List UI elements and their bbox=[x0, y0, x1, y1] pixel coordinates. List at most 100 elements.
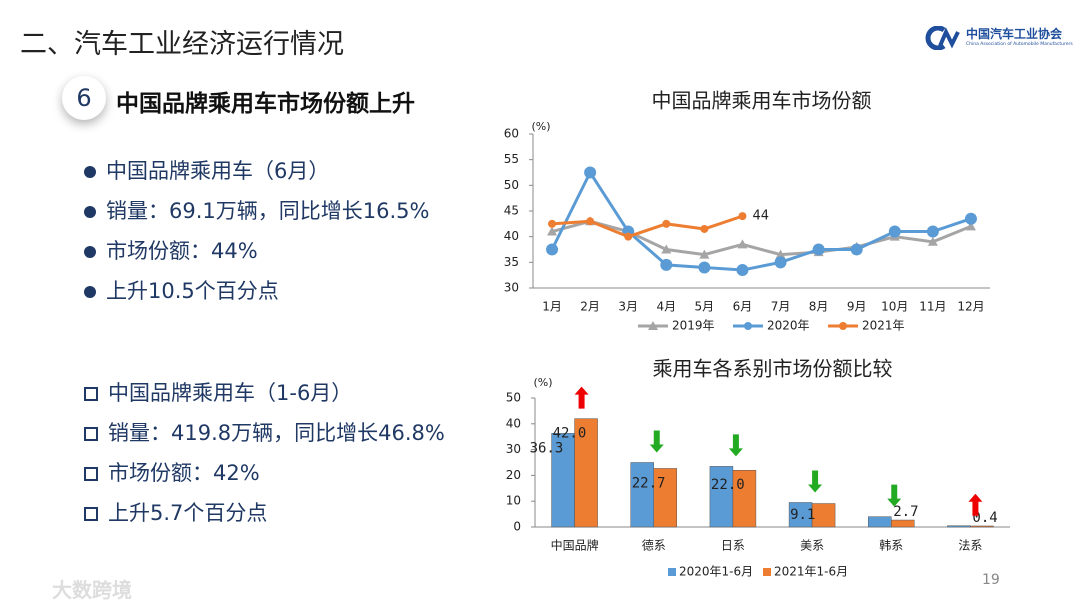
y-tick-label: 10 bbox=[506, 494, 521, 508]
bar bbox=[891, 519, 915, 528]
marker bbox=[965, 221, 976, 231]
marker bbox=[927, 236, 938, 246]
marker bbox=[775, 249, 786, 259]
marker bbox=[736, 264, 749, 277]
trend-arrow bbox=[808, 470, 823, 493]
x-tick-label: 12月 bbox=[957, 300, 984, 314]
marker bbox=[547, 226, 558, 236]
data-label: 2.7 bbox=[893, 504, 918, 520]
bullet-icon bbox=[84, 467, 98, 481]
chart-title: 乘用车各系别市场份额比较 bbox=[653, 357, 893, 381]
legend-marker bbox=[839, 322, 847, 330]
y-tick-label: 35 bbox=[504, 255, 519, 269]
trend-arrow bbox=[574, 386, 589, 409]
bullet-icon bbox=[84, 206, 96, 218]
x-tick-label: 日系 bbox=[721, 539, 745, 553]
x-tick-label: 9月 bbox=[847, 300, 867, 314]
marker bbox=[850, 243, 863, 256]
legend-swatch bbox=[668, 568, 676, 576]
x-tick-label: 10月 bbox=[881, 300, 908, 314]
bullet: 上升5.7个百分点 bbox=[84, 497, 267, 527]
marker bbox=[812, 243, 825, 256]
section-badge: 6 bbox=[62, 76, 106, 120]
legend-label: 2021年1-6月 bbox=[774, 565, 848, 579]
x-tick-label: 6月 bbox=[733, 300, 753, 314]
y-tick-label: 60 bbox=[504, 127, 519, 141]
y-axis-label: (%) bbox=[531, 120, 550, 133]
bullet-icon bbox=[84, 427, 98, 441]
y-tick-label: 40 bbox=[504, 229, 519, 243]
bullet: 销量：419.8万辆，同比增长46.8% bbox=[84, 417, 445, 447]
bullet: 中国品牌乘用车（6月） bbox=[84, 155, 329, 185]
x-tick-label: 韩系 bbox=[879, 538, 903, 553]
bar bbox=[709, 466, 734, 528]
x-tick-label: 8月 bbox=[809, 300, 829, 314]
y-tick-label: 20 bbox=[506, 468, 521, 482]
bar bbox=[574, 418, 598, 528]
data-label: 22.7 bbox=[632, 475, 666, 491]
line bbox=[551, 214, 743, 239]
y-tick-label: 50 bbox=[504, 178, 519, 192]
y-tick-label: 30 bbox=[506, 442, 521, 456]
slide-title: 二、汽车工业经济运行情况 bbox=[20, 29, 344, 60]
legend-marker bbox=[648, 321, 658, 330]
y-tick-label: 50 bbox=[506, 391, 521, 405]
bullet-icon bbox=[84, 286, 96, 298]
marker bbox=[926, 225, 939, 238]
x-tick-label: 4月 bbox=[656, 300, 676, 314]
bar bbox=[732, 469, 757, 528]
marker bbox=[586, 217, 595, 226]
bar bbox=[811, 503, 836, 528]
data-label: 44 bbox=[752, 209, 769, 224]
bullet-text: 中国品牌乘用车（1-6月） bbox=[108, 381, 353, 405]
data-label: 9.1 bbox=[790, 507, 815, 523]
marker bbox=[698, 261, 711, 274]
y-tick-label: 40 bbox=[506, 416, 521, 430]
marker bbox=[548, 219, 557, 228]
marker bbox=[661, 244, 672, 254]
trend-arrow bbox=[887, 484, 902, 507]
legend-label: 2020年 bbox=[767, 319, 810, 333]
marker bbox=[660, 258, 673, 271]
legend-swatch bbox=[763, 568, 771, 576]
marker bbox=[699, 249, 710, 259]
bar bbox=[947, 525, 971, 528]
marker bbox=[662, 219, 671, 228]
y-axis-label: (%) bbox=[533, 376, 552, 389]
bullet-text: 市场份额：44% bbox=[106, 239, 258, 263]
trend-arrow bbox=[728, 434, 743, 457]
x-tick-label: 美系 bbox=[800, 539, 824, 553]
bullet: 市场份额：42% bbox=[84, 457, 260, 487]
line bbox=[550, 169, 972, 272]
bullet: 上升10.5个百分点 bbox=[84, 275, 279, 305]
y-tick-label: 30 bbox=[504, 281, 519, 295]
bar bbox=[970, 525, 994, 528]
data-label: 36.3 bbox=[530, 440, 564, 456]
marker bbox=[700, 224, 709, 233]
logo-icon bbox=[925, 26, 960, 50]
y-tick-label: 55 bbox=[504, 152, 519, 166]
x-tick-label: 2月 bbox=[580, 300, 600, 314]
legend-label: 2021年 bbox=[862, 319, 905, 333]
bullet-text: 销量：419.8万辆，同比增长46.8% bbox=[108, 421, 445, 445]
bullet: 市场份额：44% bbox=[84, 235, 258, 265]
bar bbox=[653, 468, 677, 528]
bullet-icon bbox=[84, 246, 96, 258]
trend-arrow bbox=[649, 430, 664, 453]
bar bbox=[868, 516, 892, 528]
marker bbox=[738, 212, 747, 221]
line bbox=[551, 219, 972, 257]
bullet-text: 市场份额：42% bbox=[108, 461, 260, 485]
bullet: 销量：69.1万辆，同比增长16.5% bbox=[84, 195, 429, 225]
chart-title: 中国品牌乘用车市场份额 bbox=[652, 89, 872, 113]
data-label: 0.4 bbox=[972, 510, 997, 526]
page-number: 19 bbox=[982, 572, 1000, 588]
data-label: 22.0 bbox=[711, 477, 745, 493]
x-tick-label: 3月 bbox=[618, 300, 638, 314]
marker bbox=[584, 166, 597, 179]
bar bbox=[630, 462, 654, 528]
bullet: 中国品牌乘用车（1-6月） bbox=[84, 377, 352, 407]
x-tick-label: 5月 bbox=[695, 300, 715, 314]
